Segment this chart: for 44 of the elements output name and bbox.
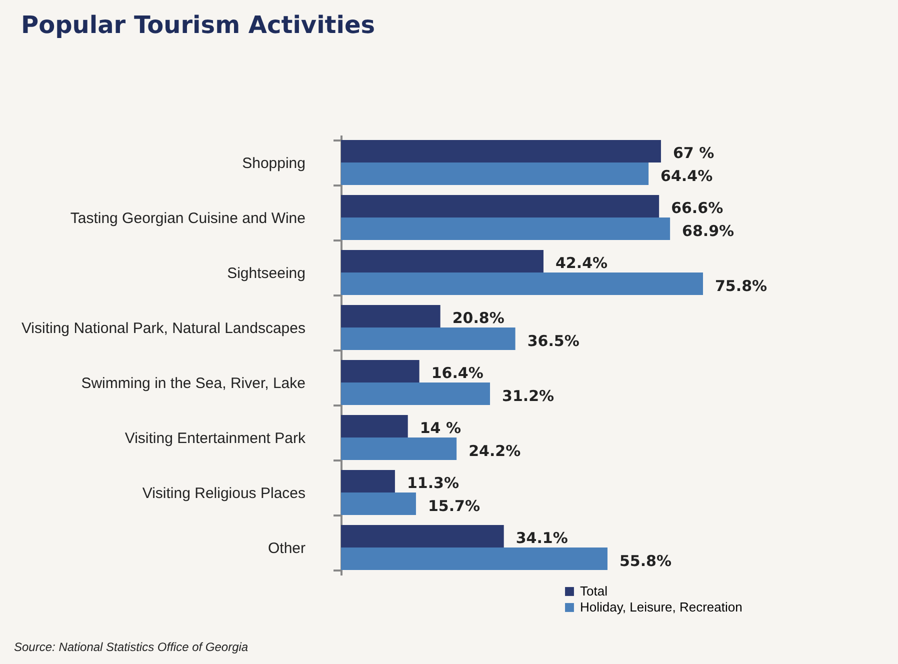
bar xyxy=(341,218,670,240)
data-label: 34.1% xyxy=(516,529,568,548)
data-label: 68.9% xyxy=(682,222,734,240)
data-label: 24.2% xyxy=(468,442,521,460)
data-label: 42.4% xyxy=(555,254,608,272)
bar xyxy=(341,328,516,350)
y-tick-label: Tasting Georgian Cuisine and Wine xyxy=(70,210,306,227)
bar xyxy=(341,194,660,218)
legend-label: Holiday, Leisure, Recreation xyxy=(580,600,742,614)
bar xyxy=(341,470,395,492)
bar xyxy=(341,548,608,570)
bar xyxy=(341,438,457,460)
bar xyxy=(341,382,490,406)
bar xyxy=(341,304,440,328)
y-tick-label: Sightseeing xyxy=(227,265,306,282)
data-label: 14 % xyxy=(420,419,461,438)
legend-label: Total xyxy=(580,584,608,598)
bar xyxy=(341,250,544,272)
data-label: 66.6% xyxy=(671,199,724,218)
data-label: 67 % xyxy=(672,144,714,162)
y-tick-label: Other xyxy=(268,540,306,557)
source-note: Source: National Statistics Office of Georgia xyxy=(14,640,248,654)
y-tick-label: Visiting Entertainment Park xyxy=(124,430,306,447)
data-label: 75.8% xyxy=(715,276,768,295)
bar xyxy=(341,414,408,438)
bar xyxy=(341,360,420,382)
data-label: 55.8% xyxy=(619,552,672,570)
y-tick-label: Visiting National Park, Natural Landscapes xyxy=(21,320,306,337)
bar xyxy=(341,492,416,516)
bar xyxy=(341,162,649,186)
bar xyxy=(341,140,661,162)
data-label: 36.5% xyxy=(527,332,580,350)
y-tick-label: Swimming in the Sea, River, Lake xyxy=(81,375,306,392)
chart-title: Popular Tourism Activities xyxy=(21,11,376,39)
data-label: 64.4% xyxy=(660,166,713,185)
data-label: 31.2% xyxy=(502,386,554,405)
y-tick-label: Visiting Religious Places xyxy=(142,485,306,502)
bar xyxy=(341,524,504,548)
data-label: 20.8% xyxy=(452,309,504,328)
bar xyxy=(341,272,703,296)
data-label: 16.4% xyxy=(431,364,484,382)
y-tick-label: Shopping xyxy=(242,155,306,172)
data-label: 11.3% xyxy=(406,474,460,492)
data-label: 15.7% xyxy=(428,496,480,515)
